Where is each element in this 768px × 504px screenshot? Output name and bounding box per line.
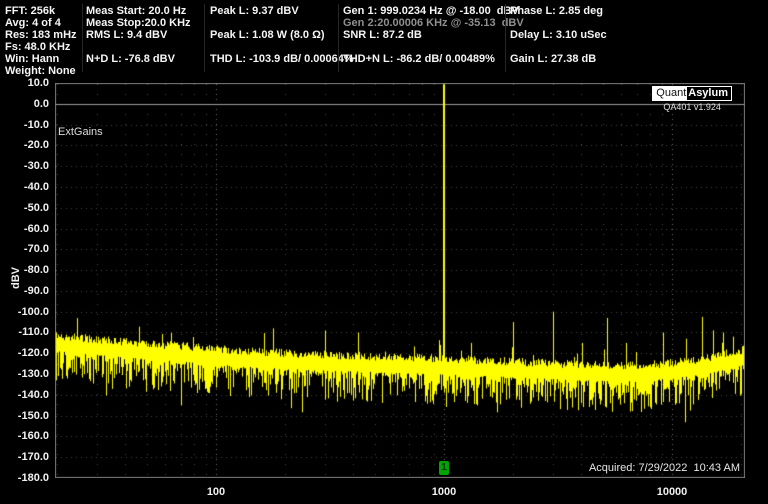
readout-res: Res: 183 mHz [5, 29, 77, 41]
y-axis-tick-label: -140.0 [0, 389, 49, 401]
readout-gen1: Gen 1: 999.0234 Hz @ -18.00 dBV [343, 5, 524, 17]
readout-rms: RMS L: 9.4 dBV [86, 29, 191, 41]
acquired-timestamp: Acquired: 7/29/2022 10:43 AM [589, 462, 740, 474]
logo-text-right: Asylum [687, 87, 731, 100]
header-separator [204, 4, 205, 72]
x-axis-tick-label: 1000 [414, 486, 474, 498]
readout-column-generator: Gen 1: 999.0234 Hz @ -18.00 dBV Gen 2:20… [343, 5, 524, 65]
readout-gain: Gain L: 27.38 dB [510, 53, 607, 65]
measurement-readout-header: FFT: 256k Avg: 4 of 4 Res: 183 mHz Fs: 4… [0, 0, 768, 78]
y-axis-tick-label: -160.0 [0, 430, 49, 442]
y-axis-tick-label: 10.0 [0, 77, 49, 89]
qa401-analyzer-window: FFT: 256k Avg: 4 of 4 Res: 183 mHz Fs: 4… [0, 0, 768, 504]
readout-snr: SNR L: 87.2 dB [343, 29, 524, 41]
readout-thd: THD L: -103.9 dB/ 0.00064% [210, 53, 354, 65]
y-axis-tick-label: -150.0 [0, 410, 49, 422]
readout-weight: Weight: None [5, 65, 77, 77]
y-axis-tick-label: -180.0 [0, 472, 49, 484]
readout-peak-watts: Peak L: 1.08 W (8.0 Ω) [210, 29, 354, 41]
y-axis-tick-label: -70.0 [0, 243, 49, 255]
readout-gen2: Gen 2:20.00006 KHz @ -35.13 dBV [343, 17, 524, 29]
readout-meas-start: Meas Start: 20.0 Hz [86, 5, 191, 17]
readout-phase: Phase L: 2.85 deg [510, 5, 607, 17]
spectrum-canvas[interactable] [55, 83, 745, 478]
y-axis-tick-label: -130.0 [0, 368, 49, 380]
y-axis-tick-label: -110.0 [0, 326, 49, 338]
readout-column-acquisition: FFT: 256k Avg: 4 of 4 Res: 183 mHz Fs: 4… [5, 5, 77, 77]
y-axis-tick-label: 0.0 [0, 98, 49, 110]
readout-avg: Avg: 4 of 4 [5, 17, 77, 29]
readout-column-peak: Peak L: 9.37 dBV Peak L: 1.08 W (8.0 Ω) … [210, 5, 354, 65]
y-axis-tick-label: -50.0 [0, 202, 49, 214]
readout-meas-stop: Meas Stop:20.0 KHz [86, 17, 191, 29]
header-separator [505, 4, 506, 72]
readout-column-phase: Phase L: 2.85 deg Delay L: 3.10 uSec Gai… [510, 5, 607, 65]
readout-fs: Fs: 48.0 KHz [5, 41, 77, 53]
y-axis-tick-label: -120.0 [0, 347, 49, 359]
x-axis-tick-label: 10000 [642, 486, 702, 498]
readout-thdn: THD+N L: -86.2 dB/ 0.00489% [343, 53, 524, 65]
x-axis-tick-label: 100 [186, 486, 246, 498]
firmware-version-label: QA401 v1.924 [663, 102, 721, 112]
ext-gains-annotation: ExtGains [58, 126, 103, 138]
brand-logo: QuantAsylum QA401 v1.924 [652, 86, 732, 112]
readout-fft: FFT: 256k [5, 5, 77, 17]
readout-delay: Delay L: 3.10 uSec [510, 29, 607, 41]
quantasylum-logo: QuantAsylum [652, 86, 732, 101]
y-axis-tick-label: -30.0 [0, 160, 49, 172]
readout-peak-dbv: Peak L: 9.37 dBV [210, 5, 354, 17]
logo-text-left: Quant [653, 87, 687, 100]
spectrum-plot: ExtGains QuantAsylum QA401 v1.924 Acquir… [55, 83, 745, 478]
y-axis-tick-label: -170.0 [0, 451, 49, 463]
y-axis-tick-label: -80.0 [0, 264, 49, 276]
generator1-frequency-marker[interactable]: 1 [439, 461, 449, 475]
readout-column-measurement: Meas Start: 20.0 Hz Meas Stop:20.0 KHz R… [86, 5, 191, 65]
y-axis-tick-label: -90.0 [0, 285, 49, 297]
y-axis-tick-label: -60.0 [0, 223, 49, 235]
readout-nd: N+D L: -76.8 dBV [86, 53, 191, 65]
header-separator [82, 4, 83, 72]
y-axis-tick-label: -40.0 [0, 181, 49, 193]
header-separator [338, 4, 339, 72]
y-axis-tick-label: -10.0 [0, 119, 49, 131]
readout-window: Win: Hann [5, 53, 77, 65]
y-axis-tick-label: -20.0 [0, 139, 49, 151]
y-axis-tick-label: -100.0 [0, 306, 49, 318]
